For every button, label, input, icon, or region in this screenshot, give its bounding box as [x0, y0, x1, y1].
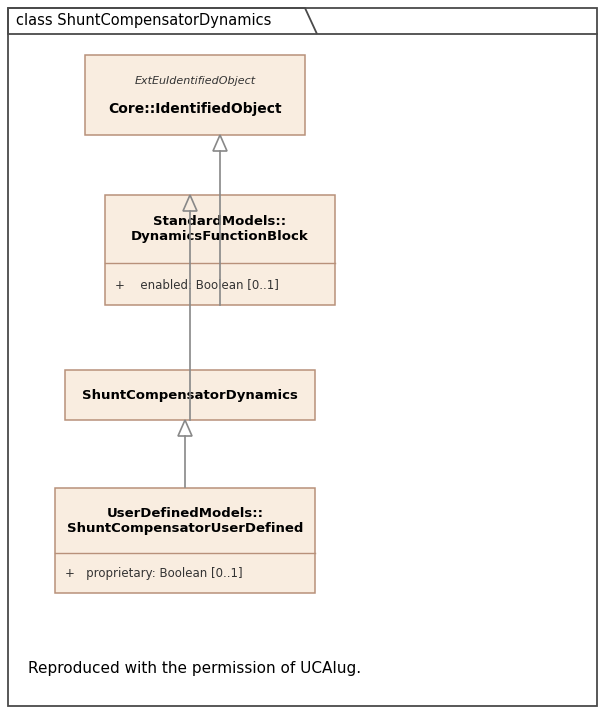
- Text: +  enabled: Boolean [0..1]: + enabled: Boolean [0..1]: [115, 278, 279, 291]
- Bar: [105, 195, 335, 305]
- Text: +   proprietary: Boolean [0..1]: + proprietary: Boolean [0..1]: [65, 566, 243, 580]
- Text: Reproduced with the permission of UCAIug.: Reproduced with the permission of UCAIug…: [28, 661, 361, 676]
- Text: StandardModels::
DynamicsFunctionBlock: StandardModels:: DynamicsFunctionBlock: [131, 215, 309, 243]
- Bar: [65, 370, 315, 420]
- Text: ShuntCompensatorDynamics: ShuntCompensatorDynamics: [82, 388, 298, 401]
- Bar: [55, 488, 315, 593]
- Text: UserDefinedModels::
ShuntCompensatorUserDefined: UserDefinedModels:: ShuntCompensatorUser…: [67, 506, 303, 535]
- Bar: [85, 55, 305, 135]
- Text: ExtEuIdentifiedObject: ExtEuIdentifiedObject: [134, 76, 255, 86]
- Text: Core::IdentifiedObject: Core::IdentifiedObject: [108, 102, 282, 116]
- Text: class ShuntCompensatorDynamics: class ShuntCompensatorDynamics: [16, 14, 272, 29]
